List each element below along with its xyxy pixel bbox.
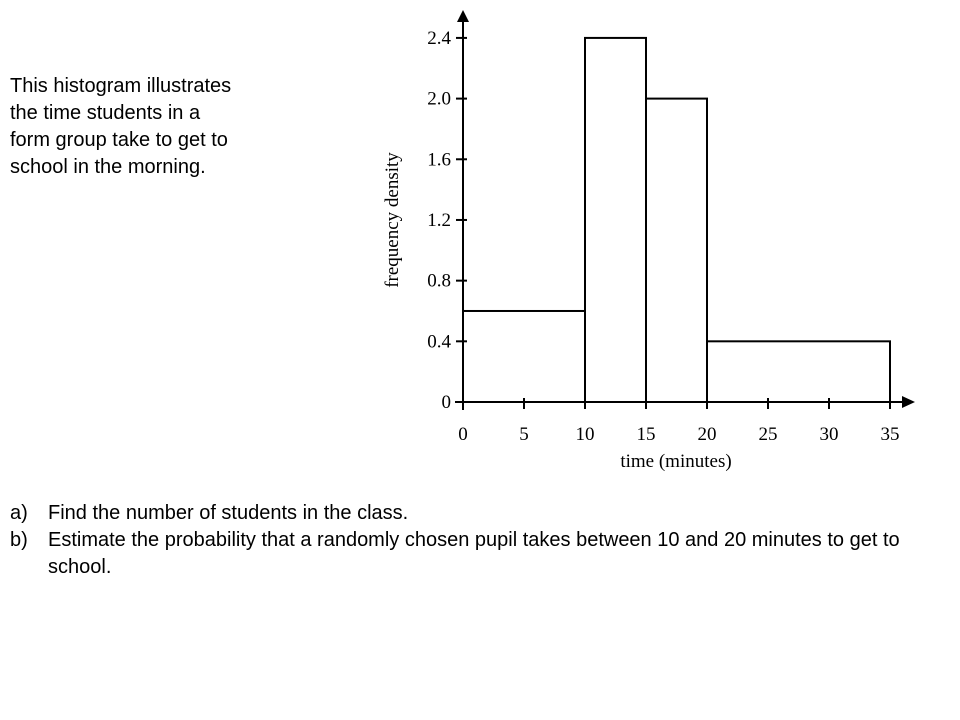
intro-text: This histogram illustrates the time stud… (10, 73, 330, 181)
question-list: a) Find the number of students in the cl… (10, 500, 940, 581)
histogram-bar-0 (462, 309, 586, 404)
question-marker: b) (10, 529, 28, 551)
intro-line: the time students in a (10, 102, 201, 124)
x-tick-label: 25 (759, 424, 778, 445)
y-axis-arrow (457, 10, 469, 22)
y-tick-label: 0 (442, 392, 452, 413)
question-a: a) Find the number of students in the cl… (10, 500, 940, 527)
histogram-bar-3 (706, 340, 891, 404)
y-tick-label: 0.4 (427, 331, 451, 352)
question-b: b) Estimate the probability that a rando… (10, 527, 940, 581)
intro-line: form group take to get to (10, 129, 228, 151)
x-tick-label: 20 (698, 424, 717, 445)
y-tick-label: 1.6 (427, 149, 451, 170)
intro-line: This histogram illustrates (10, 75, 232, 97)
question-text: Estimate the probability that a randomly… (48, 529, 900, 578)
x-axis-title: time (minutes) (620, 451, 731, 472)
y-axis-title: frequency density (382, 152, 403, 288)
question-text: Find the number of students in the class… (48, 502, 409, 524)
question-marker: a) (10, 502, 28, 524)
y-tick-label: 2.0 (427, 89, 451, 110)
y-tick-label: 2.4 (427, 28, 451, 49)
x-tick-label: 10 (576, 424, 595, 445)
x-axis-arrow (902, 396, 915, 408)
x-tick-label: 0 (458, 424, 468, 445)
histogram-chart: 0 0.4 0.8 1.2 1.6 2.0 2.4 0 5 10 15 20 25 30 35 time (m… (382, 10, 915, 472)
y-tick-label: 0.8 (427, 271, 451, 292)
histogram-bar-1 (584, 36, 647, 403)
y-tick-label: 1.2 (427, 210, 451, 231)
x-tick-label: 35 (881, 424, 900, 445)
intro-line: school in the morning. (10, 156, 206, 178)
x-tick-label: 30 (820, 424, 839, 445)
x-tick-label: 15 (637, 424, 656, 445)
histogram-bar-2 (645, 97, 708, 403)
x-tick-label: 5 (519, 424, 529, 445)
